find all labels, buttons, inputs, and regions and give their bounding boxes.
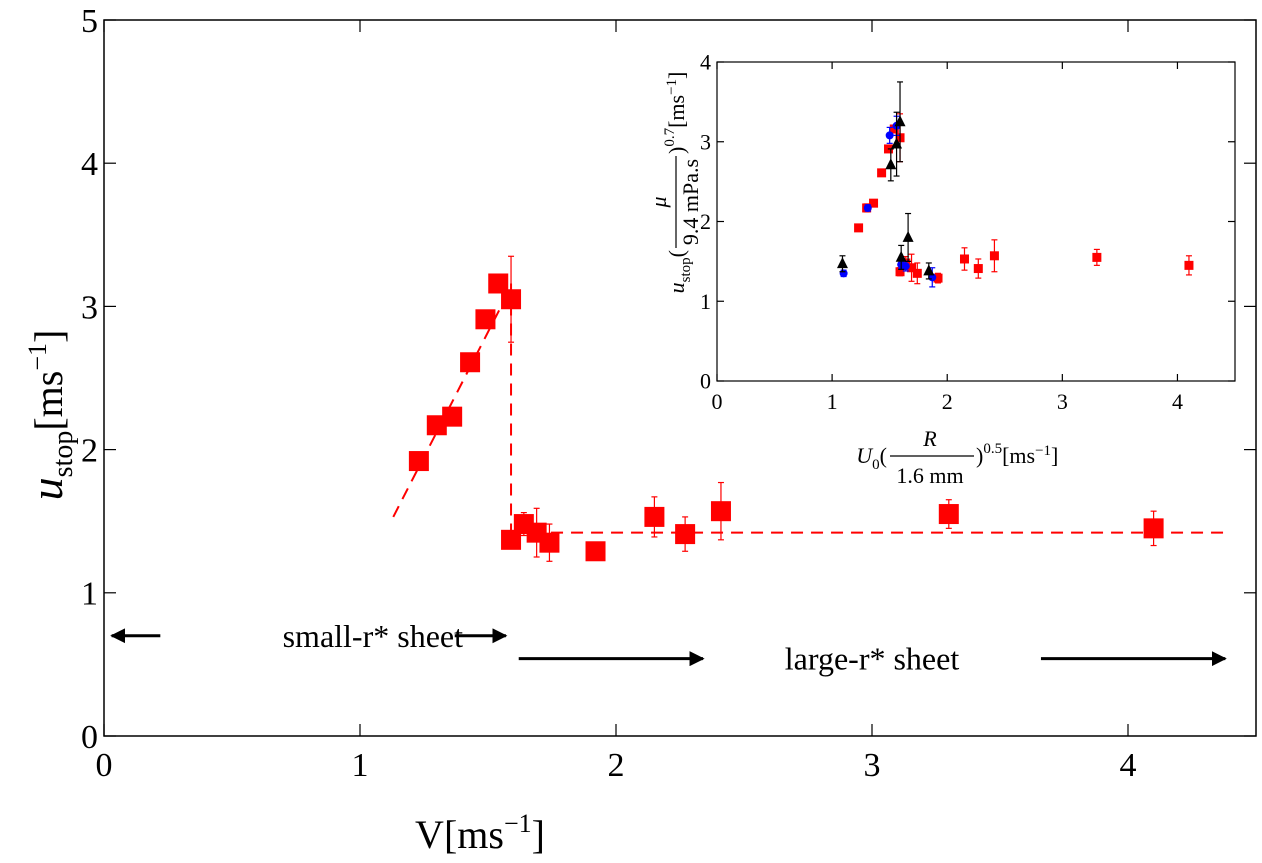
main-x-tick-label: 3 <box>864 747 881 784</box>
inset-y-tick-label: 2 <box>700 209 711 234</box>
inset-triangle-point <box>894 115 906 127</box>
main-square-point <box>675 524 696 545</box>
inset-ticks: 0 1 2 3 4 0 1 2 3 4 <box>700 50 1235 414</box>
inset-y-tick-label: 1 <box>700 289 711 314</box>
main-square-point <box>442 406 463 427</box>
main-data-points <box>408 255 1164 562</box>
main-y-tick-label: 2 <box>81 433 98 470</box>
main-square-point <box>644 506 665 527</box>
inset-square-point <box>907 263 917 273</box>
svg-text:R: R <box>922 426 937 451</box>
main-x-tick-label: 1 <box>352 747 369 784</box>
main-x-tick-label: 2 <box>608 747 625 784</box>
inset-circle-point <box>885 131 894 140</box>
svg-text:)0.5[ms−1]: )0.5[ms−1] <box>976 441 1058 468</box>
main-x-tick-label: 4 <box>1120 747 1137 784</box>
main-square-point <box>938 504 959 525</box>
inset-data-points <box>836 81 1194 288</box>
inset-y-tick-label: 4 <box>700 50 711 75</box>
inset-x-tick-label: 3 <box>1057 389 1068 414</box>
svg-text:μ: μ <box>646 196 671 208</box>
main-square-point <box>488 273 509 294</box>
inset-square-point <box>959 254 969 264</box>
inset-square-point <box>912 268 922 278</box>
svg-text:1.6 mm: 1.6 mm <box>896 463 963 488</box>
inset-square-point <box>973 264 983 274</box>
inset-y-tick-label: 0 <box>700 369 711 394</box>
main-square-point <box>426 415 447 436</box>
svg-text:ustop(: ustop( <box>664 250 694 293</box>
inset-circle-point <box>901 262 910 271</box>
inset-x-tick-label: 4 <box>1172 389 1183 414</box>
main-plot-frame <box>103 19 1257 737</box>
inset-y-axis-title: ustop( μ 9.4 mPa.s )0.7[ms−1] <box>646 72 703 294</box>
inset-x-tick-label: 1 <box>827 389 838 414</box>
inset-triangle-point <box>891 137 903 149</box>
main-square-point <box>539 532 560 553</box>
inset-triangle-point <box>902 230 914 242</box>
annotation-label: large-r* sheet <box>785 641 960 677</box>
inset-circle-point <box>863 203 872 212</box>
inset-chart: 0 1 2 3 4 0 1 2 3 4 U0( R 1.6 mm )0.5[ms−1] ustop… <box>646 50 1236 488</box>
main-square-point <box>585 541 606 562</box>
main-chart: 0 1 2 3 4 0 1 2 3 4 5 small-r* sheet large-r* sheet… <box>21 3 1257 857</box>
main-y-tick-label: 5 <box>81 3 98 40</box>
main-ticks: 0 1 2 3 4 0 1 2 3 4 5 <box>81 3 1256 784</box>
inset-x-axis-title: U0( R 1.6 mm )0.5[ms−1] <box>856 426 1058 488</box>
inset-square-point <box>854 223 864 233</box>
fit-line <box>392 291 510 518</box>
inset-triangle-point <box>923 264 935 276</box>
inset-circle-point <box>839 269 848 278</box>
main-y-tick-label: 0 <box>81 719 98 756</box>
inset-triangle-point <box>885 158 897 170</box>
inset-triangle-point <box>836 257 848 269</box>
inset-triangle-point <box>895 250 907 262</box>
main-x-axis-title: V[ms−1] <box>415 809 545 857</box>
inset-plot-frame <box>716 61 1236 382</box>
main-square-point <box>1143 518 1164 539</box>
inset-square-point <box>869 198 879 208</box>
main-annotations: small-r* sheet large-r* sheet <box>110 618 1227 677</box>
inset-square-point <box>989 251 999 261</box>
inset-y-tick-label: 3 <box>700 129 711 154</box>
annotation-label: small-r* sheet <box>283 618 464 654</box>
main-y-tick-label: 4 <box>81 146 98 183</box>
svg-text:9.4 mPa.s: 9.4 mPa.s <box>678 159 703 245</box>
inset-square-point <box>933 273 943 283</box>
main-square-point <box>460 352 481 373</box>
main-square-point <box>710 501 731 522</box>
main-square-point <box>501 289 522 310</box>
main-x-tick-label: 0 <box>96 747 113 784</box>
inset-x-tick-label: 2 <box>942 389 953 414</box>
inset-square-point <box>895 267 905 277</box>
inset-square-point <box>1092 252 1102 262</box>
main-y-tick-label: 1 <box>81 576 98 613</box>
inset-x-tick-label: 0 <box>712 389 723 414</box>
inset-square-point <box>1184 260 1194 270</box>
main-square-point <box>501 529 522 550</box>
main-square-point <box>408 451 429 472</box>
main-y-tick-label: 3 <box>81 289 98 326</box>
main-square-point <box>475 309 496 330</box>
svg-text:U0(: U0( <box>856 443 887 473</box>
main-y-axis-title: ustop[ms−1] <box>21 330 79 501</box>
svg-text:)0.7[ms−1]: )0.7[ms−1] <box>662 72 689 154</box>
inset-square-point <box>877 168 887 178</box>
